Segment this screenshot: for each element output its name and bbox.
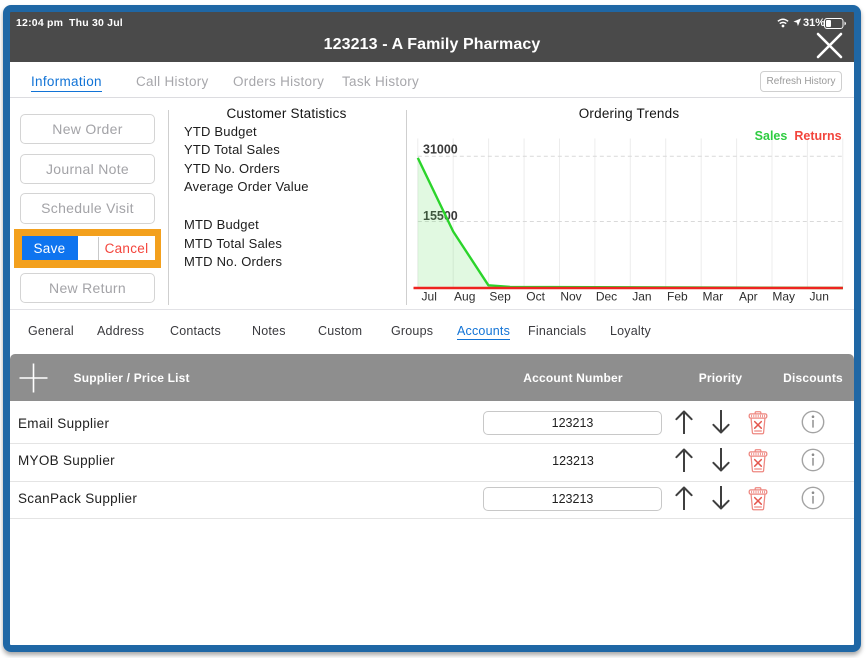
svg-text:Apr: Apr xyxy=(739,290,758,304)
svg-text:Aug: Aug xyxy=(454,290,475,304)
svg-text:Jul: Jul xyxy=(422,290,437,304)
svg-text:Oct: Oct xyxy=(526,290,545,304)
svg-text:May: May xyxy=(772,290,795,304)
svg-text:Sales: Sales xyxy=(755,129,788,143)
svg-text:Jan: Jan xyxy=(632,290,651,304)
svg-text:31000: 31000 xyxy=(423,143,458,157)
svg-text:Jun: Jun xyxy=(810,290,829,304)
svg-text:Returns: Returns xyxy=(794,129,841,143)
svg-text:Feb: Feb xyxy=(667,290,688,304)
svg-text:Nov: Nov xyxy=(560,290,581,304)
svg-text:Mar: Mar xyxy=(702,290,723,304)
svg-text:Dec: Dec xyxy=(596,290,617,304)
svg-text:Sep: Sep xyxy=(489,290,511,304)
svg-text:15500: 15500 xyxy=(423,209,458,223)
